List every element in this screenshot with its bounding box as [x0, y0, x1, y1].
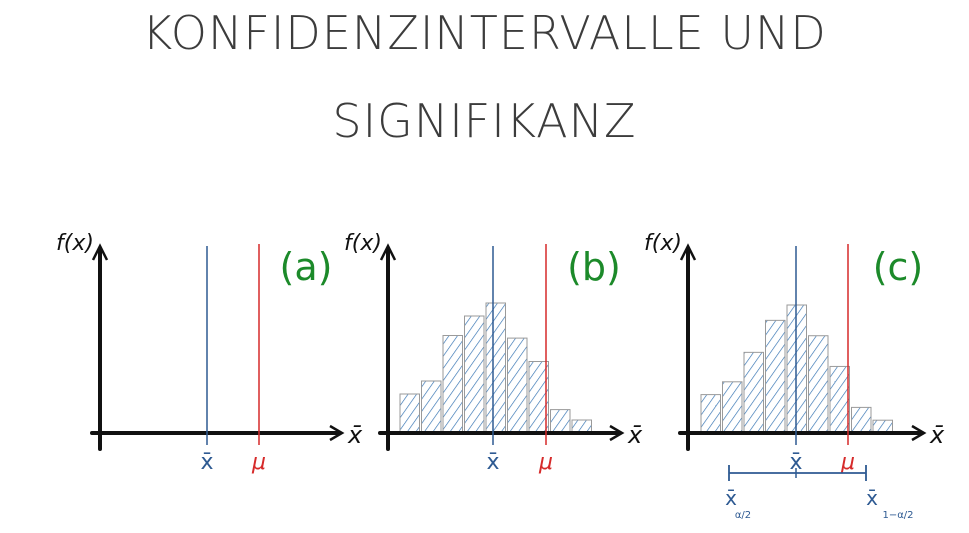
interval-lower-subscript: α/2: [735, 510, 751, 521]
histogram-bar: [399, 393, 420, 434]
histogram-bar: [442, 335, 463, 434]
y-axis-label: f(x): [56, 231, 94, 256]
histogram-bar: [464, 315, 485, 434]
y-axis-label: f(x): [344, 231, 382, 256]
x-axis-arrow: [609, 424, 625, 442]
histogram-bar: [485, 302, 506, 434]
sample-mean-label: x̄: [789, 450, 802, 475]
sample-mean-label: x̄: [486, 450, 499, 475]
histogram-bar: [743, 351, 764, 434]
population-mean-label: μ: [840, 450, 855, 475]
histogram-bar: [550, 409, 571, 434]
page-title-line-1: KONFIDENZINTERVALLE UND: [142, 6, 827, 60]
population-mean-label: μ: [251, 450, 266, 475]
histogram-bar: [808, 335, 829, 434]
y-axis-arrow: [379, 243, 397, 261]
histogram-bar: [421, 380, 442, 434]
panel-label: (b): [567, 245, 621, 289]
population-mean-label: μ: [538, 450, 553, 475]
x-axis-arrow: [329, 424, 345, 442]
histogram-bar: [851, 406, 872, 434]
page-title-line-2: SIGNIFIKANZ: [332, 94, 637, 148]
histogram-bar: [765, 319, 786, 434]
histogram-bar: [829, 365, 850, 434]
panel-label: (a): [280, 245, 333, 289]
panel-b: f(x) x̄ x̄ μ (b): [344, 231, 643, 475]
y-axis-label: f(x): [644, 231, 682, 256]
x-axis-label: x̄: [929, 421, 945, 449]
sample-mean-label: x̄: [200, 450, 213, 475]
interval-upper-label: x̄: [866, 486, 878, 510]
panel-a: f(x) x̄ x̄ μ (a): [56, 231, 363, 475]
histogram-bar: [700, 394, 721, 434]
panel-label: (c): [873, 245, 924, 289]
histogram-bar: [722, 381, 743, 434]
panel-c: f(x)x̄x̄ μ(c)x̄α/2x̄1−α/2: [644, 231, 945, 521]
x-axis-arrow: [911, 424, 927, 442]
y-axis-arrow: [679, 243, 697, 261]
y-axis-arrow: [91, 243, 109, 261]
interval-lower-label: x̄: [725, 486, 737, 510]
interval-upper-subscript: 1−α/2: [882, 510, 913, 521]
histogram-bar: [507, 337, 528, 434]
x-axis-label: x̄: [347, 421, 363, 449]
x-axis-label: x̄: [627, 421, 643, 449]
